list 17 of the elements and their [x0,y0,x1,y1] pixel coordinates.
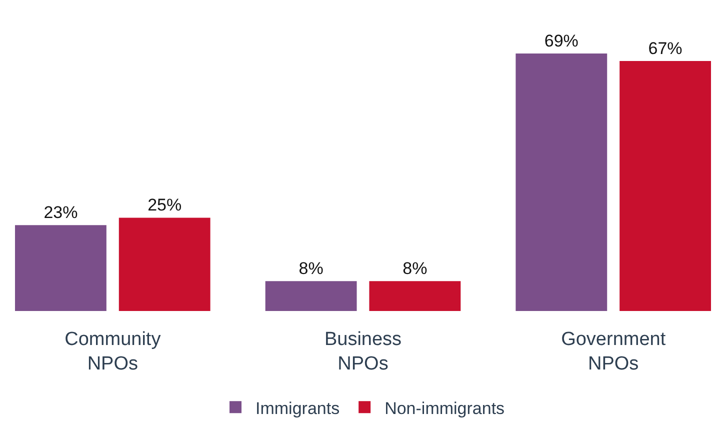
bar [620,61,711,311]
data-label: 8% [402,259,428,278]
x-tick-label: Business NPOs [324,329,402,375]
bar [15,225,106,311]
x-tick-label: Community NPOs [64,329,162,375]
legend-label: Non-immigrants [384,398,505,418]
bar [118,218,210,311]
data-label: 69% [544,32,578,51]
legend-label: Immigrants [256,398,340,418]
data-label: 23% [44,203,78,222]
data-label: 8% [298,259,324,278]
bar [265,281,357,311]
bar [516,54,608,311]
bar [369,281,461,311]
data-label: 25% [148,196,182,215]
data-label: 67% [648,39,682,58]
x-tick-label: Government NPOs [561,329,666,375]
